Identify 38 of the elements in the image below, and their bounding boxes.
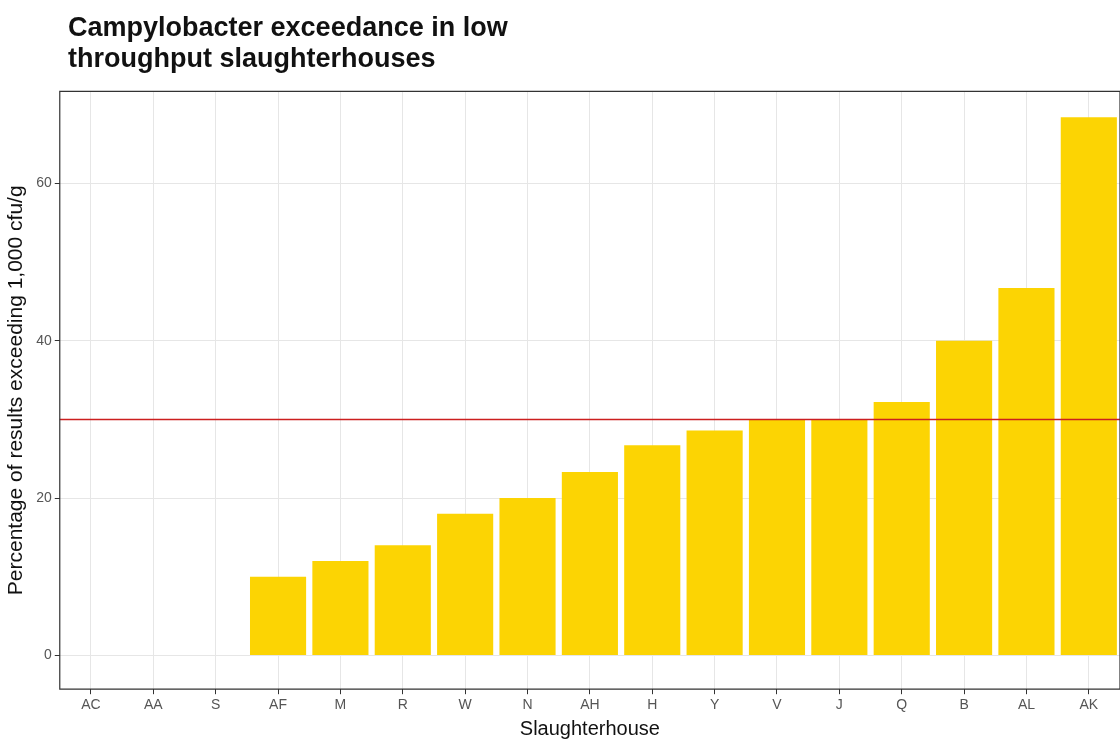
bar [936,340,993,655]
x-tick-label: S [211,696,221,713]
x-tick-label: AK [1079,696,1099,713]
x-tick-label: H [647,696,658,713]
x-axis-title: Slaughterhouse [519,716,660,739]
x-tick-label: J [835,696,843,713]
x-tick-label: AH [580,696,600,713]
x-tick-label: AL [1017,696,1036,713]
x-tick-label: AC [81,696,101,713]
x-tick-label: Y [709,696,720,713]
bar [374,545,431,655]
bar [686,430,743,655]
x-tick-label: V [772,696,783,713]
x-tick-label: B [959,696,969,713]
bar [1060,117,1117,655]
bar [624,445,681,655]
chart-title: Campylobacter exceedance in low throughput slaughterhouses [68,12,509,74]
bar [312,560,369,655]
y-tick-label: 60 [36,174,52,191]
bar [811,419,868,655]
x-tick-label: AF [269,696,287,713]
bar [499,498,556,655]
y-axis-title: Percentage of results exceeding 1,000 cfu/g [3,185,27,596]
bar [561,472,618,655]
x-tick-label: AA [143,696,164,713]
bar [437,513,494,655]
x-tick-label: Q [896,696,908,713]
x-tick-label: R [397,696,408,713]
bar [249,576,307,655]
y-tick-label: 0 [43,646,52,663]
bar [748,419,806,655]
y-tick-label: 40 [36,331,52,348]
bar [998,288,1055,655]
x-tick-label: W [458,696,473,713]
x-tick-label: M [334,696,347,713]
bar [873,402,930,655]
x-tick-label: N [522,696,533,713]
y-tick-label: 20 [36,488,52,505]
